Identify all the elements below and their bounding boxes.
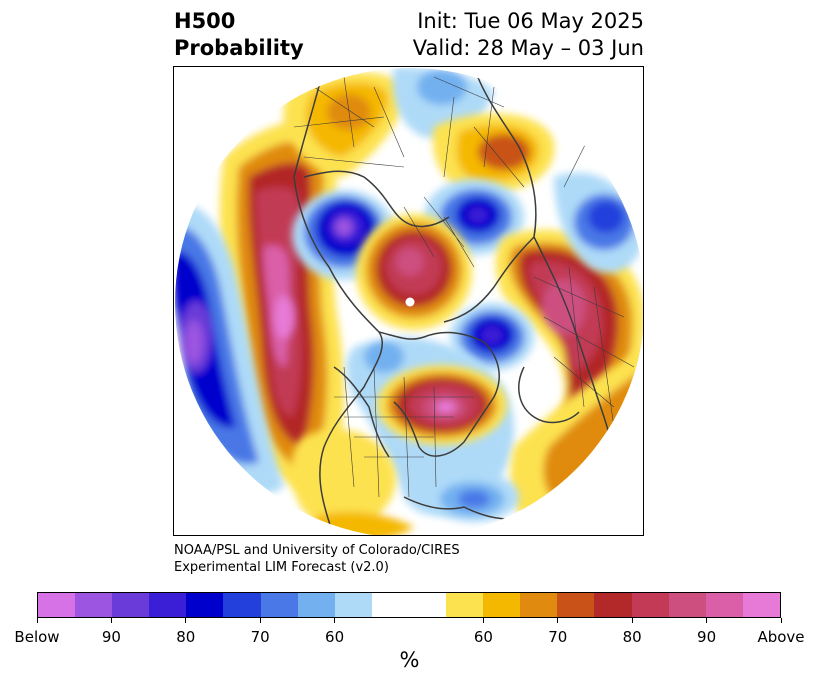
colorbar-tick-label: 80 [176,628,196,646]
colorbar-tick [334,618,336,623]
title-right: Init: Tue 06 May 2025 Valid: 28 May – 03… [413,8,644,62]
colorbar-segment [260,593,298,617]
polar-map [175,68,643,535]
colorbar-tick-label: 90 [697,628,717,646]
title-variable: H500 [174,9,236,33]
colorbar-tick-label: 80 [622,628,642,646]
colorbar-tick [706,618,708,623]
colorbar-tick-label: 70 [548,628,568,646]
colorbar-segment [371,593,447,617]
colorbar-segment [705,593,743,617]
colorbar-segment [520,593,558,617]
colorbar-segment [297,593,335,617]
credit-line1: NOAA/PSL and University of Colorado/CIRE… [174,543,460,558]
init-date: Init: Tue 06 May 2025 [417,9,644,33]
colorbar-segment [223,593,261,617]
anomaly-below-south [429,472,519,522]
anomaly-above-center [356,214,472,330]
valid-range: Valid: 28 May – 03 Jun [412,36,644,60]
colorbar-tick [185,618,187,623]
anomaly-below-center-top [424,179,524,255]
colorbar-segment [334,593,372,617]
colorbar-tick [557,618,559,623]
title-type: Probability [174,36,304,60]
pole-marker [405,297,415,307]
colorbar-segment [742,593,780,617]
colorbar-tick [36,618,38,623]
colorbar-segment [149,593,187,617]
anomaly-above-southeast [510,347,643,529]
colorbar-segment [483,593,521,617]
credit-line2: Experimental LIM Forecast (v2.0) [174,560,389,575]
colorbar-tick-label: 60 [473,628,493,646]
colorbar-segment [38,593,76,617]
colorbar-tick [259,618,261,623]
colorbar-tick-label: 70 [250,628,270,646]
colorbar-tick-label: Below [14,628,60,646]
colorbar-tick [110,618,112,623]
colorbar-tick-label: 90 [101,628,121,646]
credit: NOAA/PSL and University of Colorado/CIRE… [174,542,460,576]
colorbar-segment [112,593,150,617]
colorbar-segment [75,593,113,617]
colorbar [37,592,781,618]
title-left: H500 Probability [174,8,304,62]
colorbar-segment [631,593,669,617]
colorbar-tick-label: 60 [325,628,345,646]
map-panel [173,66,644,536]
colorbar-ticks [36,618,782,628]
colorbar-segment [668,593,706,617]
anomaly-below-east [450,303,534,371]
colorbar-segment [186,593,224,617]
colorbar-tick [482,618,484,623]
colorbar-segment [594,593,632,617]
colorbar-tick [780,618,782,623]
colorbar-segment [446,593,484,617]
colorbar-tick-label: Above [757,628,805,646]
colorbar-unit: % [399,648,420,672]
anomaly-above-northeast [433,113,555,193]
colorbar-tick [631,618,633,623]
coastlines [293,68,617,535]
colorbar-segment [557,593,595,617]
